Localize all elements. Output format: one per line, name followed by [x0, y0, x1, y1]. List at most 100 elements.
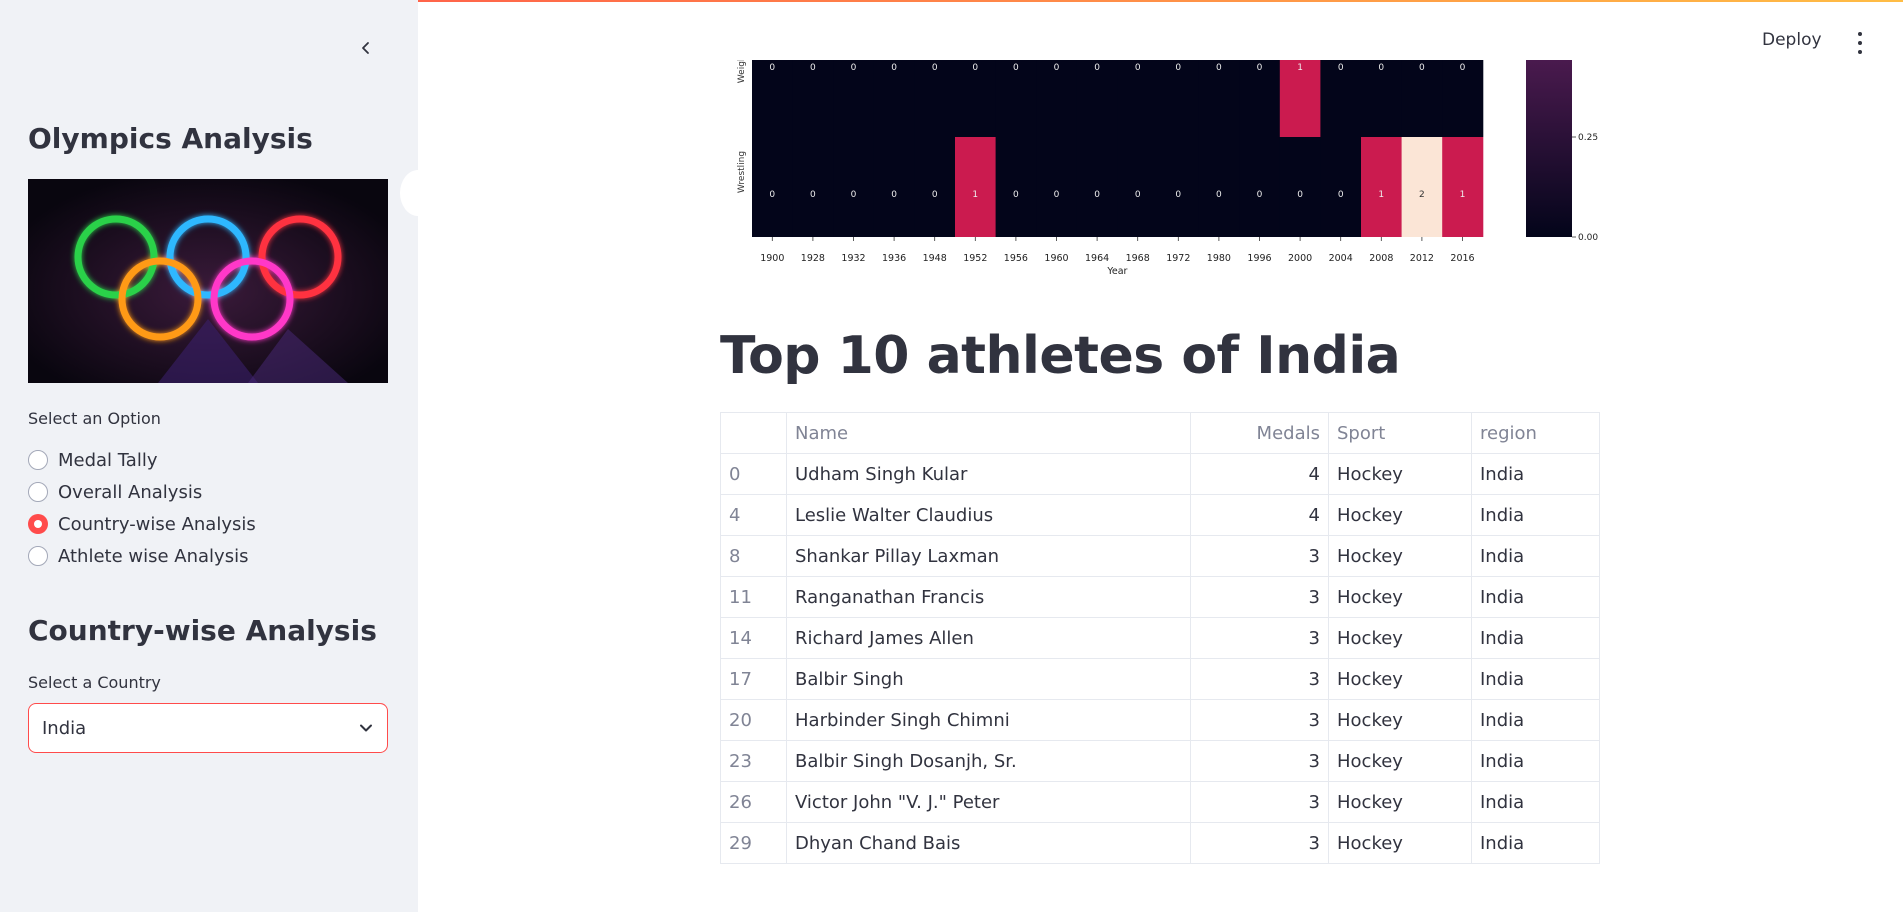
heatmap-cell — [1401, 137, 1443, 237]
heatmap-cell-label: 0 — [810, 190, 816, 200]
heatmap-cell — [914, 137, 956, 237]
heatmap-cell-label: 0 — [1013, 190, 1019, 200]
row-index: 17 — [720, 658, 787, 700]
heatmap-cell — [1239, 60, 1281, 137]
section-title: Country-wise Analysis — [28, 614, 377, 647]
region: India — [1471, 535, 1600, 577]
sport: Hockey — [1328, 781, 1472, 823]
radio-circle — [28, 482, 48, 502]
medal-count: 3 — [1190, 535, 1329, 577]
radio-overall-analysis[interactable]: Overall Analysis — [28, 476, 256, 508]
medal-heatmap: 0 0 0 0 0 0 0 0 0 0 0 0 0 1 0 0 0 0 0 0 0 0 0 1 0 0 0 0 0 0 0 0 0 1 2 1 Weig… — [737, 60, 1598, 277]
heatmap-cell-label: 0 — [932, 63, 938, 73]
heatmap-cell — [833, 60, 875, 137]
country-select[interactable]: India — [28, 703, 388, 753]
heatmap-cell-label: 0 — [1460, 63, 1466, 73]
heatmap-cell — [995, 137, 1037, 237]
x-tick-label: 1972 — [1166, 253, 1190, 264]
table-row[interactable]: 4 Leslie Walter Claudius 4 Hockey India — [720, 494, 1600, 536]
athlete-name: Ranganathan Francis — [786, 576, 1191, 618]
athletes-table: Name Medals Sport region 0 Udham Singh Ku… — [720, 412, 1600, 864]
table-row[interactable]: 14 Richard James Allen 3 Hockey India — [720, 617, 1600, 659]
row-index: 11 — [720, 576, 787, 618]
table-row[interactable]: 29 Dhyan Chand Bais 3 Hockey India — [720, 822, 1600, 864]
athlete-name: Balbir Singh — [786, 658, 1191, 700]
sidebar-resize-handle[interactable] — [400, 170, 436, 216]
heatmap-cell-label: 0 — [891, 63, 897, 73]
x-tick-label: 1932 — [841, 253, 865, 264]
chevron-left-icon — [362, 42, 369, 54]
radio-label: Country-wise Analysis — [58, 513, 256, 535]
heatmap-cell-label: 2 — [1419, 190, 1425, 200]
athlete-name: Dhyan Chand Bais — [786, 822, 1191, 864]
table-row[interactable]: 8 Shankar Pillay Laxman 3 Hockey India — [720, 535, 1600, 577]
collapse-sidebar-button[interactable] — [352, 34, 380, 62]
heatmap-cell-label: 0 — [1094, 63, 1100, 73]
region: India — [1471, 699, 1600, 741]
heatmap-cell-label: 0 — [1013, 63, 1019, 73]
heatmap-cell — [873, 137, 915, 237]
deploy-button[interactable]: Deploy — [1762, 30, 1822, 50]
heatmap-cell-label: 0 — [1338, 63, 1344, 73]
x-tick-label: 1900 — [760, 253, 784, 264]
table-row[interactable]: 23 Balbir Singh Dosanjh, Sr. 3 Hockey India — [720, 740, 1600, 782]
heatmap-cell — [792, 60, 834, 137]
heatmap-cell — [873, 60, 915, 137]
table-row[interactable]: 26 Victor John "V. J." Peter 3 Hockey India — [720, 781, 1600, 823]
heatmap-cell-label: 0 — [1216, 190, 1222, 200]
heatmap-cell-label: 0 — [1135, 63, 1141, 73]
heatmap-cell — [1036, 60, 1078, 137]
heatmap-cell-label: 0 — [1216, 63, 1222, 73]
row-index: 26 — [720, 781, 787, 823]
heatmap-cell-label: 0 — [1175, 63, 1181, 73]
heatmap-cell — [1117, 60, 1159, 137]
medal-count: 3 — [1190, 781, 1329, 823]
column-header-region[interactable]: region — [1471, 412, 1600, 454]
heatmap-cell — [1279, 60, 1321, 137]
country-label: Select a Country — [28, 673, 161, 692]
heatmap-cell — [1279, 137, 1321, 237]
radio-label: Medal Tally — [58, 449, 158, 471]
medal-count: 3 — [1190, 822, 1329, 864]
heatmap-cell-label: 0 — [1257, 63, 1263, 73]
row-index: 0 — [720, 453, 787, 495]
sport: Hockey — [1328, 617, 1472, 659]
athlete-name: Leslie Walter Claudius — [786, 494, 1191, 536]
radio-athlete-wise-analysis[interactable]: Athlete wise Analysis — [28, 540, 256, 572]
heatmap-cell-label: 0 — [1094, 190, 1100, 200]
medal-count: 3 — [1190, 576, 1329, 618]
x-tick-label: 1952 — [963, 253, 987, 264]
row-index: 14 — [720, 617, 787, 659]
column-header-sport[interactable]: Sport — [1328, 412, 1472, 454]
radio-medal-tally[interactable]: Medal Tally — [28, 444, 256, 476]
athlete-name: Balbir Singh Dosanjh, Sr. — [786, 740, 1191, 782]
heatmap-cell — [1361, 60, 1403, 137]
athlete-name: Harbinder Singh Chimni — [786, 699, 1191, 741]
table-row[interactable]: 0 Udham Singh Kular 4 Hockey India — [720, 453, 1600, 495]
region: India — [1471, 576, 1600, 618]
column-header-name[interactable]: Name — [786, 412, 1191, 454]
table-row[interactable]: 11 Ranganathan Francis 3 Hockey India — [720, 576, 1600, 618]
table-row[interactable]: 20 Harbinder Singh Chimni 3 Hockey India — [720, 699, 1600, 741]
radio-country-wise-analysis[interactable]: Country-wise Analysis — [28, 508, 256, 540]
column-header-index[interactable] — [720, 412, 787, 454]
chevron-down-icon — [360, 724, 372, 732]
row-index: 8 — [720, 535, 787, 577]
option-label: Select an Option — [28, 409, 161, 428]
heatmap-cell-label: 1 — [1378, 190, 1384, 200]
vertical-dots-icon[interactable] — [1852, 32, 1868, 54]
x-tick-label: 1980 — [1207, 253, 1231, 264]
heatmap-cell-label: 0 — [972, 63, 978, 73]
radio-circle — [28, 546, 48, 566]
table-row[interactable]: 17 Balbir Singh 3 Hockey India — [720, 658, 1600, 700]
heatmap-cell — [1036, 137, 1078, 237]
heatmap-cell — [1198, 60, 1240, 137]
row-index: 4 — [720, 494, 787, 536]
heatmap-cell — [1361, 137, 1403, 237]
x-tick-label: 1996 — [1247, 253, 1271, 264]
column-header-medals[interactable]: Medals — [1190, 412, 1329, 454]
medal-count: 3 — [1190, 699, 1329, 741]
medal-count: 4 — [1190, 453, 1329, 495]
region: India — [1471, 781, 1600, 823]
heatmap-cell — [1158, 137, 1200, 237]
